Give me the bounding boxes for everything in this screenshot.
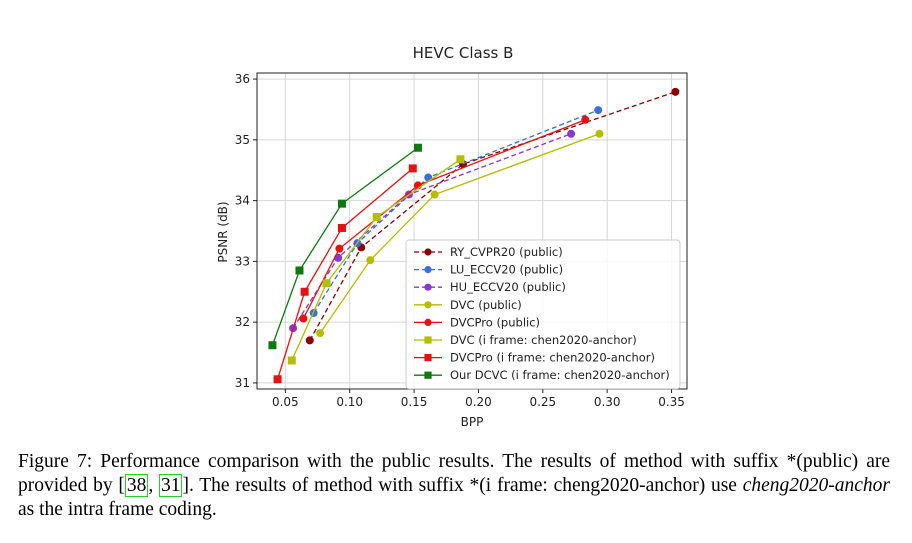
legend-entry: DVCPro (i frame: chen2020-anchor): [450, 351, 655, 365]
series-dvc-public: [316, 129, 604, 338]
series-line: [291, 158, 461, 361]
figure-caption: Figure 7: Performance comparison with th…: [18, 450, 890, 522]
caption-separator: ,: [148, 475, 159, 496]
legend-marker: [424, 248, 432, 256]
data-point: [581, 115, 590, 124]
data-point: [268, 341, 277, 350]
data-point: [595, 129, 604, 138]
caption-method-name: cheng2020-anchor: [742, 475, 891, 496]
y-tick-label: 35: [235, 133, 250, 147]
data-point: [305, 336, 314, 345]
data-point: [567, 129, 576, 138]
y-tick-label: 34: [235, 194, 250, 208]
series-line: [292, 133, 572, 329]
citation-link-38[interactable]: 38: [124, 474, 149, 497]
legend-entry: DVC (i frame: chen2020-anchor): [450, 333, 637, 347]
series-line: [309, 91, 676, 341]
data-point: [372, 213, 381, 222]
series-dvc-i-frame-chen2020-anchor: [287, 155, 465, 365]
data-point: [316, 329, 325, 338]
legend-entry: HU_ECCV20 (public): [450, 280, 566, 294]
x-tick-label: 0.35: [658, 395, 685, 409]
series-line: [313, 109, 599, 314]
y-tick-label: 32: [235, 315, 250, 329]
data-point: [337, 223, 346, 232]
chart-title: HEVC Class B: [413, 44, 514, 62]
data-point: [456, 155, 465, 164]
caption-text-3: as the intra frame coding.: [18, 499, 217, 520]
data-point: [408, 164, 417, 173]
data-point: [322, 279, 331, 288]
caption-text-1: Figure 7: Performance comparison with th…: [18, 451, 890, 496]
data-point: [287, 356, 296, 365]
series-our-dcvc-i-frame-chen2020-anchor: [268, 143, 422, 350]
legend-box: [405, 239, 681, 390]
data-point: [335, 244, 344, 253]
series-layer: [268, 87, 680, 384]
citation-link-31[interactable]: 31: [158, 474, 183, 497]
legend-marker: [424, 283, 432, 291]
y-axis-label: PSNR (dB): [216, 201, 230, 262]
data-point: [295, 266, 304, 275]
series-line: [319, 133, 600, 334]
legend-marker: [424, 371, 432, 379]
data-point: [337, 199, 346, 208]
data-point: [430, 190, 439, 199]
legend-marker: [424, 354, 432, 362]
y-tick-label: 36: [235, 72, 250, 86]
series-dvcpro-i-frame-chen2020-anchor: [273, 164, 417, 384]
x-tick-label: 0.25: [529, 395, 556, 409]
data-point: [300, 287, 309, 296]
series-line: [271, 147, 419, 346]
legend: RY_CVPR20 (public) LU_ECCV20 (public) HU_E…: [405, 239, 681, 390]
legend-marker: [424, 301, 432, 309]
data-point: [413, 143, 422, 152]
caption-text-2: ]. The results of method with suffix *(i…: [182, 475, 743, 496]
chart: HEVC Class B 0.05 0.10 0.15 0.20 0.25 0.30 0.3…: [216, 44, 688, 429]
data-point: [594, 106, 603, 115]
data-point: [671, 87, 680, 96]
x-tick-label: 0.15: [401, 395, 428, 409]
y-tick-label: 33: [235, 254, 250, 268]
x-tick-label: 0.30: [594, 395, 621, 409]
data-point: [366, 256, 375, 265]
data-point: [273, 375, 282, 384]
y-tick-label: 31: [235, 376, 250, 390]
legend-marker: [424, 266, 432, 274]
x-tick-label: 0.10: [336, 395, 363, 409]
x-tick-label: 0.05: [272, 395, 299, 409]
x-axis-label: BPP: [461, 415, 484, 429]
legend-marker: [424, 318, 432, 326]
series-line: [276, 167, 414, 380]
x-tick-label: 0.20: [465, 395, 492, 409]
legend-marker: [424, 336, 432, 344]
legend-entry: DVC (public): [450, 298, 522, 312]
legend-entry: RY_CVPR20 (public): [450, 245, 563, 259]
legend-entry: LU_ECCV20 (public): [450, 263, 563, 277]
legend-entry: DVCPro (public): [450, 315, 540, 329]
data-point: [299, 314, 308, 323]
tick-labels: 0.05 0.10 0.15 0.20 0.25 0.30 0.35 31 32 33 34 35 36: [235, 72, 685, 409]
legend-entry: Our DCVC (i frame: chen2020-anchor): [450, 368, 670, 382]
